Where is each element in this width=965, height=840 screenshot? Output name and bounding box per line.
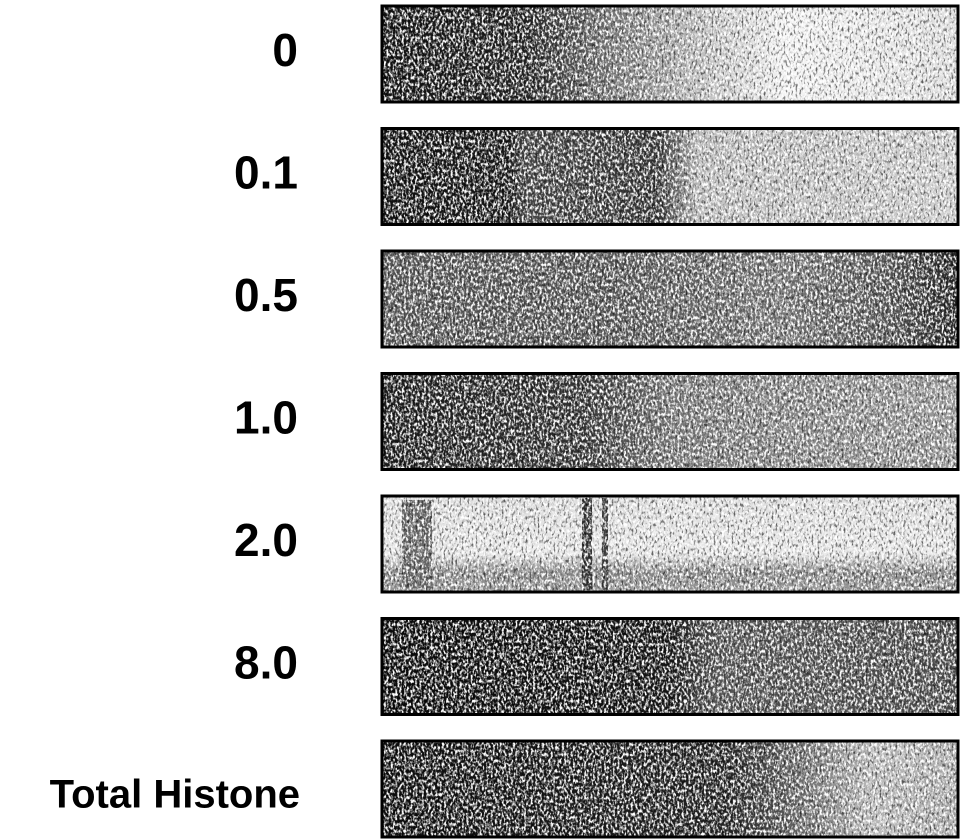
- lane: 0: [272, 4, 960, 104]
- blot-grain: [382, 741, 958, 837]
- blot-grain: [382, 496, 958, 592]
- lane-label: Total Histone: [50, 773, 300, 817]
- lane: 0.5: [234, 249, 960, 349]
- lane-label: 0.5: [234, 269, 298, 321]
- blot-grain: [382, 618, 958, 715]
- lane: 2.0: [234, 494, 960, 594]
- blot-grain: [382, 251, 958, 347]
- blot-grain: [382, 128, 958, 225]
- blot-frame: [380, 249, 960, 349]
- blot-grain: [382, 6, 958, 102]
- blot-frame: [380, 617, 960, 716]
- blot-frame: [380, 494, 960, 594]
- blot-frame: [380, 739, 960, 839]
- lane: 8.0: [234, 617, 960, 716]
- blot-grain: [382, 373, 958, 470]
- lane-label: 0.1: [234, 147, 298, 199]
- blot-frame: [380, 4, 960, 104]
- blot-frame: [380, 127, 960, 226]
- lane: 1.0: [234, 372, 960, 471]
- blot-frame: [380, 372, 960, 471]
- lanes: 0 0.1 0.5 1.0 2.0 8.0 Total Histone: [50, 4, 960, 839]
- lane-label: 8.0: [234, 637, 298, 689]
- lane: 0.1: [234, 127, 960, 226]
- lane: Total Histone: [50, 739, 960, 839]
- lane-label: 0: [272, 24, 298, 76]
- lane-label: 2.0: [234, 514, 298, 566]
- lane-label: 1.0: [234, 392, 298, 444]
